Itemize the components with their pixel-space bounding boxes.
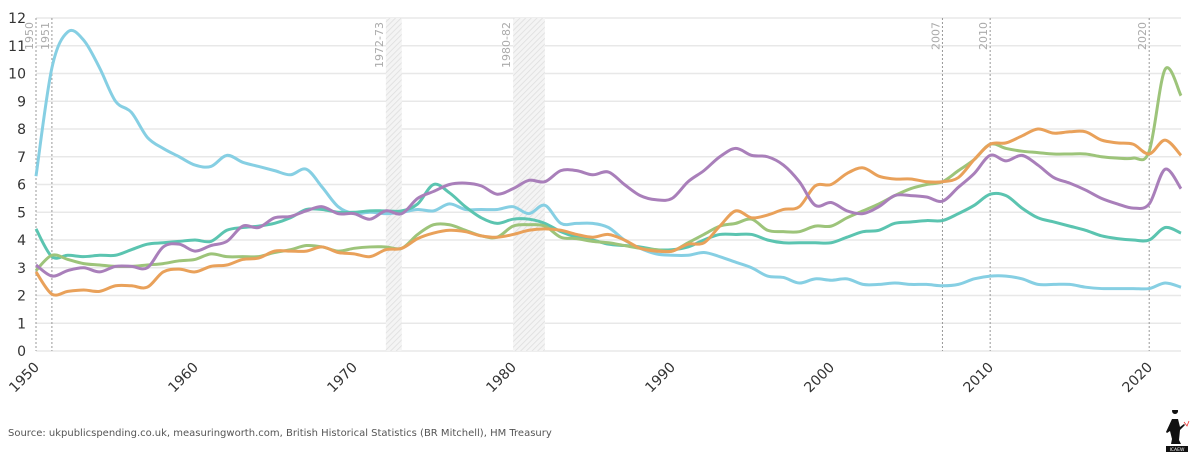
band-label: 1972-73 xyxy=(373,22,386,68)
svg-text:ICAEW: ICAEW xyxy=(1170,447,1185,453)
y-tick-label: 4 xyxy=(17,233,26,249)
event-label: 1951 xyxy=(39,22,52,50)
x-tick-label: 2000 xyxy=(801,360,838,397)
icaew-logo: ICAEW xyxy=(1166,410,1190,453)
source-note: Source: ukpublicspending.co.uk, measurin… xyxy=(8,428,552,439)
series-line xyxy=(34,127,1183,297)
y-tick-label: 3 xyxy=(17,261,26,277)
y-tick-label: 11 xyxy=(8,39,26,55)
x-tick-label: 2020 xyxy=(1120,360,1157,397)
x-tick-label: 1960 xyxy=(165,360,202,397)
x-tick-label: 1990 xyxy=(642,360,679,397)
band-label: 1980-82 xyxy=(500,22,513,68)
y-tick-label: 8 xyxy=(17,122,26,138)
event-label: 1950 xyxy=(23,22,36,50)
y-tick-label: 10 xyxy=(8,67,26,83)
shaded-band xyxy=(385,18,402,351)
y-tick-label: 12 xyxy=(8,11,26,27)
x-tick-label: 1970 xyxy=(324,360,361,397)
y-tick-label: 1 xyxy=(17,316,26,332)
y-tick-label: 0 xyxy=(17,344,26,360)
y-tick-label: 2 xyxy=(17,289,26,305)
series-line xyxy=(35,146,1183,278)
x-tick-label: 1950 xyxy=(6,360,43,397)
series-line xyxy=(34,28,1182,291)
y-tick-label: 9 xyxy=(17,94,26,110)
event-label: 2020 xyxy=(1136,22,1149,50)
event-label: 2007 xyxy=(929,22,942,50)
x-tick-label: 2010 xyxy=(960,360,997,397)
x-tick-label: 1980 xyxy=(483,360,520,397)
y-tick-label: 6 xyxy=(17,178,26,194)
y-tick-label: 5 xyxy=(17,205,26,221)
y-tick-label: 7 xyxy=(17,150,26,166)
event-label: 2010 xyxy=(977,22,990,50)
